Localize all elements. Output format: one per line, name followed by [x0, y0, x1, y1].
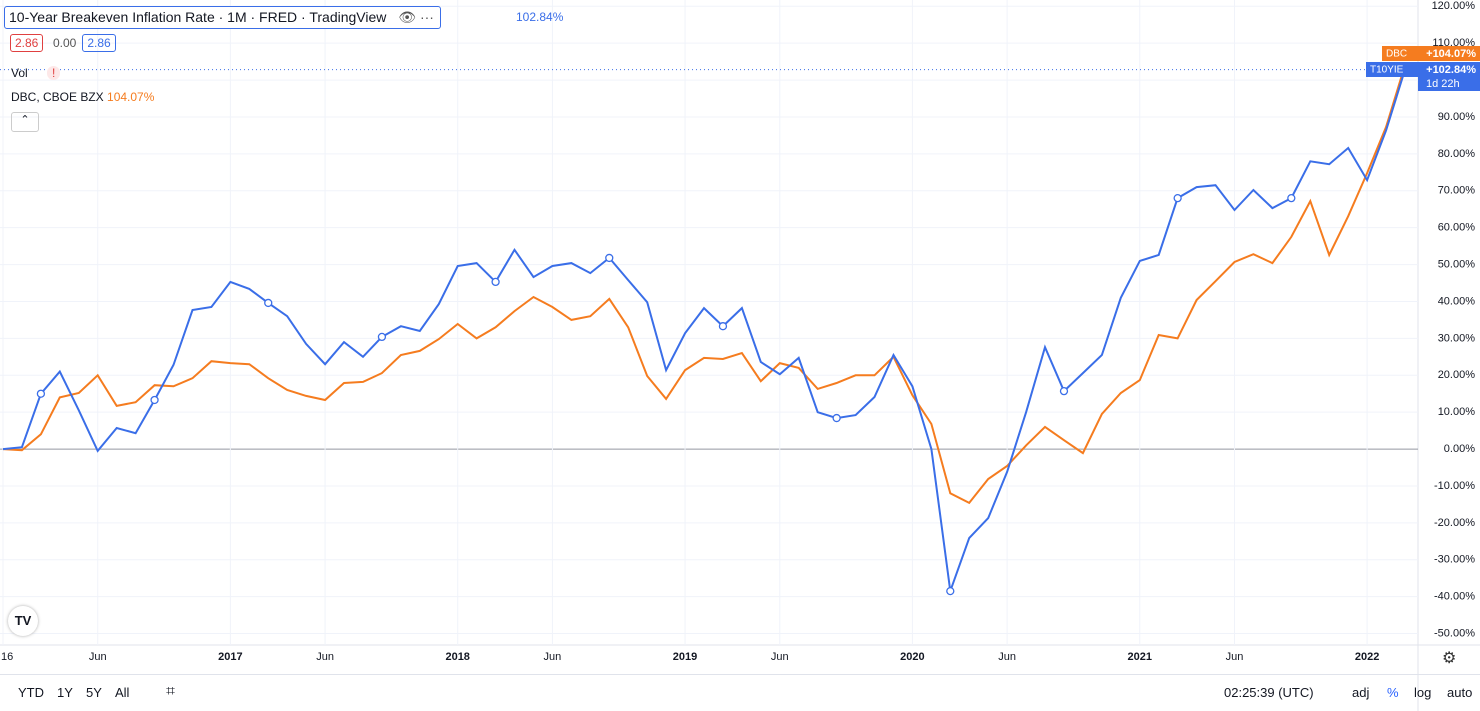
- x-tick-label: 2018: [445, 651, 469, 663]
- y-tick-label: -30.00%: [1434, 554, 1475, 566]
- x-tick-label: 2017: [218, 651, 242, 663]
- toolbar-button[interactable]: 5Y: [86, 685, 102, 700]
- countdown: 1d 22h: [1426, 78, 1460, 90]
- toolbar-button[interactable]: %: [1387, 685, 1399, 700]
- price-box-value: +102.84%: [1426, 64, 1476, 76]
- main-value: 102.84%: [516, 10, 564, 24]
- ohlc: 2.86 0.00 2.86: [10, 34, 116, 52]
- point-marker: [832, 413, 841, 423]
- compare-value: 104.07%: [107, 90, 155, 104]
- close: 2.86: [82, 34, 116, 52]
- series-line: [2, 69, 1406, 592]
- y-tick-label: -10.00%: [1434, 480, 1475, 492]
- toolbar-button[interactable]: All: [115, 685, 130, 700]
- series-line: [2, 64, 1406, 505]
- y-tick-label: 120.00%: [1432, 0, 1476, 12]
- price-box: [1418, 62, 1480, 91]
- price-box-name: T10YIE: [1370, 65, 1404, 76]
- toolbar-button[interactable]: log: [1414, 685, 1432, 700]
- date-range-icon[interactable]: ⌗: [166, 683, 176, 700]
- y-tick-label: 50.00%: [1438, 258, 1476, 270]
- toolbar-button: 02:25:39 (UTC): [1224, 685, 1314, 700]
- x-tick-label: 2019: [673, 651, 697, 663]
- x-tick-label: Jun: [1226, 651, 1244, 663]
- title: 10-Year Breakeven Inflation Rate · 1M · …: [9, 9, 387, 25]
- y-tick-label: 40.00%: [1438, 295, 1476, 307]
- y-tick-label: 10.00%: [1438, 406, 1476, 418]
- toolbar-button[interactable]: adj: [1352, 685, 1370, 700]
- x-tick-label: 2022: [1355, 651, 1379, 663]
- y-tick-label: 80.00%: [1438, 148, 1476, 160]
- y-tick-label: -40.00%: [1434, 591, 1475, 603]
- point-marker: [36, 389, 46, 398]
- point-marker: [605, 253, 614, 263]
- y-tick-label: 90.00%: [1438, 111, 1476, 123]
- price-box: [1382, 46, 1480, 61]
- point-marker: [1287, 193, 1296, 203]
- vol-label: Vol: [11, 66, 28, 80]
- point-marker: [377, 332, 387, 342]
- settings[interactable]: ⚙: [1442, 650, 1457, 667]
- point-marker: [1059, 386, 1069, 396]
- point-marker: [150, 395, 159, 405]
- toolbar-button[interactable]: 1Y: [57, 685, 73, 700]
- x-tick-label: Jun: [544, 651, 562, 663]
- x-tick-label: 16: [1, 651, 13, 663]
- price-box-value: +104.07%: [1426, 48, 1476, 60]
- point-marker: [718, 322, 728, 331]
- x-tick-label: Jun: [316, 651, 334, 663]
- title-box[interactable]: 10-Year Breakeven Inflation Rate · 1M · …: [4, 6, 441, 29]
- vol: Vol !: [11, 66, 61, 80]
- compare-legend: DBC, CBOE BZX 104.07%: [11, 90, 154, 104]
- change: 0.00: [52, 36, 77, 50]
- toolbar: YTD 1Y 5Y All ⌗ 02:25:39 (UTC) adj% log auto: [0, 674, 1480, 711]
- price-box: [1366, 62, 1418, 77]
- price-box-name: DBC: [1386, 49, 1407, 60]
- x-tick-label: Jun: [89, 651, 107, 663]
- point-marker: [491, 277, 500, 287]
- y-tick-label: -50.00%: [1434, 627, 1475, 639]
- logo: TV: [8, 606, 38, 636]
- toolbar-button[interactable]: YTD: [18, 685, 44, 700]
- point-marker: [1173, 193, 1182, 203]
- point-marker: [264, 298, 273, 308]
- y-tick-label: 20.00%: [1438, 369, 1476, 381]
- collapse-button[interactable]: ⌃: [11, 112, 39, 132]
- toolbar-button[interactable]: auto: [1447, 685, 1473, 700]
- x-tick-label: Jun: [771, 651, 789, 663]
- y-tick-label: -20.00%: [1434, 517, 1475, 529]
- y-tick-label: 30.00%: [1438, 332, 1476, 344]
- compare-name: DBC, CBOE BZX: [11, 90, 104, 104]
- open: 2.86: [10, 34, 44, 52]
- y-tick-label: 0.00%: [1444, 443, 1475, 455]
- y-tick-label: 70.00%: [1438, 185, 1476, 197]
- x-tick-label: Jun: [998, 651, 1016, 663]
- x-tick-label: 2021: [1128, 651, 1152, 663]
- x-tick-label: 2020: [900, 651, 924, 663]
- point-marker: [946, 586, 955, 596]
- y-tick-label: 60.00%: [1438, 222, 1476, 234]
